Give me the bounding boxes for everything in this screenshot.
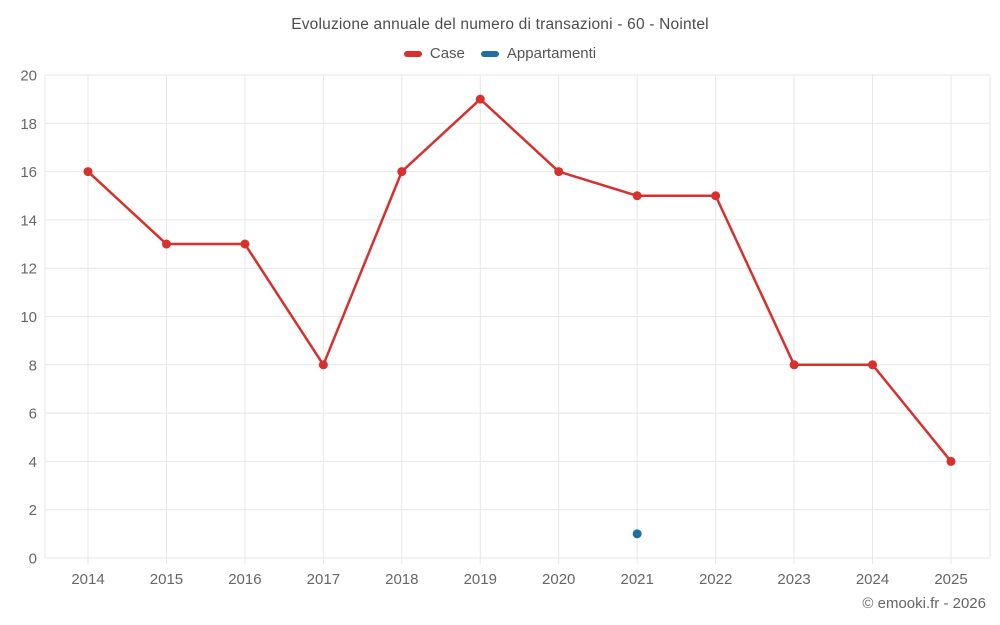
chart-title: Evoluzione annuale del numero di transaz… (291, 16, 709, 33)
svg-text:2023: 2023 (777, 571, 810, 588)
svg-text:2: 2 (29, 502, 37, 519)
svg-text:2015: 2015 (150, 571, 183, 588)
chart-legend: Case Appartamenti (0, 45, 1000, 62)
svg-text:2025: 2025 (934, 571, 967, 588)
svg-text:4: 4 (29, 454, 37, 471)
svg-text:12: 12 (20, 261, 37, 278)
svg-text:10: 10 (20, 309, 37, 326)
svg-text:8: 8 (29, 357, 37, 374)
svg-text:18: 18 (20, 116, 37, 133)
svg-text:0: 0 (29, 551, 37, 568)
svg-text:20: 20 (20, 68, 37, 85)
svg-text:2019: 2019 (464, 571, 497, 588)
legend-item-case[interactable]: Case (403, 45, 465, 62)
svg-text:2022: 2022 (699, 571, 732, 588)
legend-swatch-case-icon (403, 50, 422, 57)
svg-text:2017: 2017 (307, 571, 340, 588)
legend-swatch-appartamenti-icon (480, 50, 499, 57)
svg-text:2016: 2016 (228, 571, 261, 588)
legend-item-appartamenti[interactable]: Appartamenti (480, 45, 597, 62)
svg-text:2020: 2020 (542, 571, 575, 588)
svg-text:16: 16 (20, 164, 37, 181)
svg-text:2024: 2024 (856, 571, 889, 588)
legend-label-case: Case (429, 45, 465, 62)
svg-text:6: 6 (29, 406, 37, 423)
svg-text:2021: 2021 (620, 571, 653, 588)
copyright-watermark: © emooki.fr - 2026 (862, 595, 986, 612)
svg-text:2014: 2014 (71, 571, 104, 588)
legend-label-appartamenti: Appartamenti (506, 45, 597, 62)
svg-text:2018: 2018 (385, 571, 418, 588)
svg-text:14: 14 (20, 212, 37, 229)
